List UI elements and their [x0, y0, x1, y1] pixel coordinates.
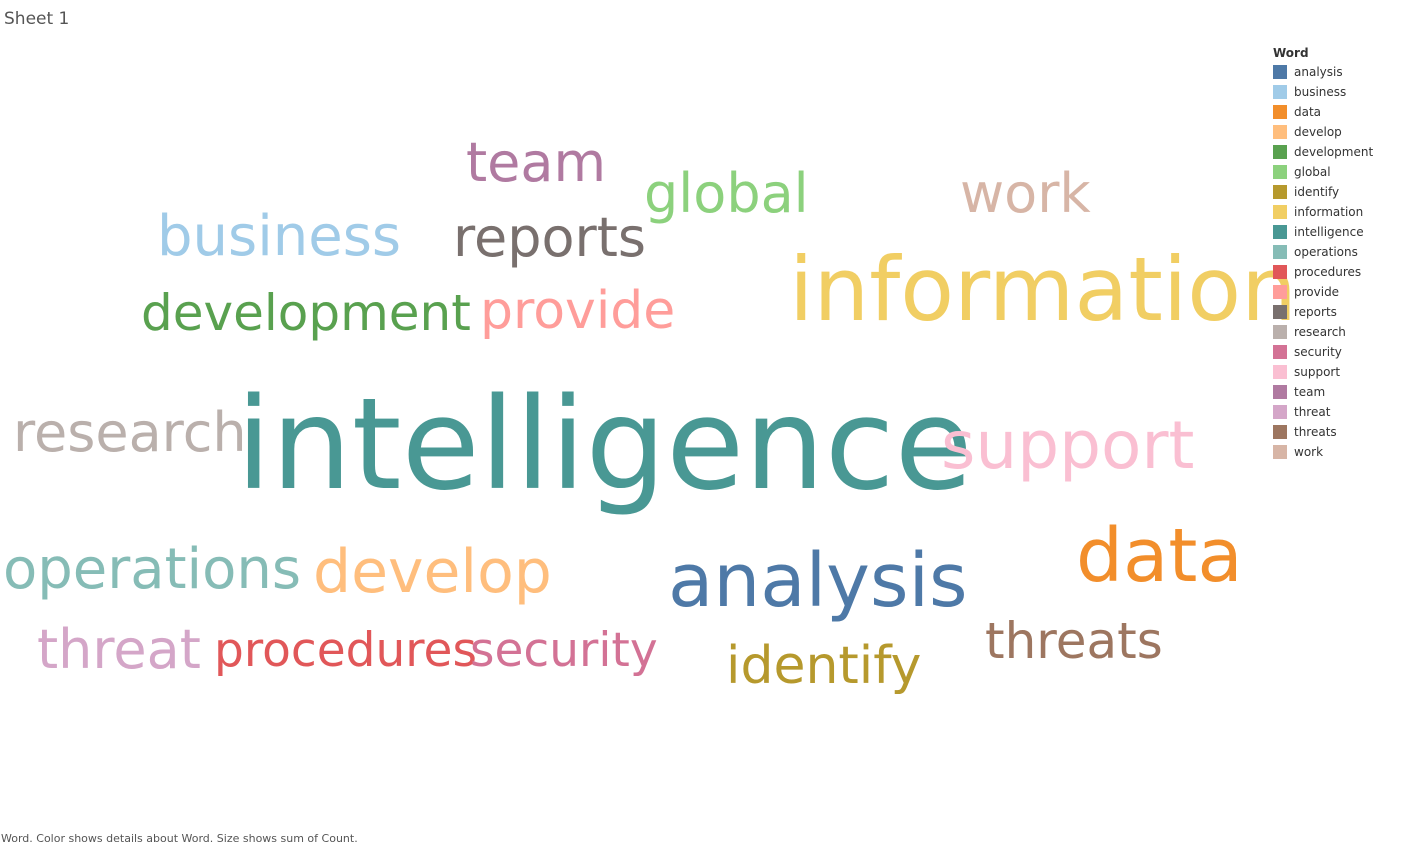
legend-item-team[interactable]: team — [1273, 382, 1408, 402]
legend-swatch — [1273, 425, 1287, 439]
legend-item-analysis[interactable]: analysis — [1273, 62, 1408, 82]
legend-item-security[interactable]: security — [1273, 342, 1408, 362]
word-team[interactable]: team — [466, 131, 606, 194]
legend-item-operations[interactable]: operations — [1273, 242, 1408, 262]
word-threat[interactable]: threat — [37, 618, 201, 681]
word-business[interactable]: business — [157, 204, 401, 269]
legend-label: operations — [1294, 245, 1358, 259]
legend-label: research — [1294, 325, 1346, 339]
legend-label: data — [1294, 105, 1322, 119]
legend-item-development[interactable]: development — [1273, 142, 1408, 162]
legend-item-reports[interactable]: reports — [1273, 302, 1408, 322]
legend-item-business[interactable]: business — [1273, 82, 1408, 102]
word-operations[interactable]: operations — [3, 537, 301, 602]
legend-label: global — [1294, 165, 1331, 179]
word-intelligence[interactable]: intelligence — [236, 370, 973, 518]
legend-label: procedures — [1294, 265, 1362, 279]
legend-swatch — [1273, 365, 1287, 379]
legend-label: work — [1294, 445, 1324, 459]
caption: Word. Color shows details about Word. Si… — [1, 832, 358, 845]
legend-swatch — [1273, 285, 1287, 299]
legend-item-develop[interactable]: develop — [1273, 122, 1408, 142]
legend-swatch — [1273, 305, 1287, 319]
word-develop[interactable]: develop — [313, 537, 552, 607]
legend-label: reports — [1294, 305, 1337, 319]
legend-label: identify — [1294, 185, 1340, 199]
legend-item-provide[interactable]: provide — [1273, 282, 1408, 302]
legend-label: threats — [1294, 425, 1337, 439]
word-information[interactable]: information — [789, 238, 1297, 341]
legend-swatch — [1273, 405, 1287, 419]
legend-swatch — [1273, 345, 1287, 359]
legend-swatch — [1273, 445, 1287, 459]
legend-item-support[interactable]: support — [1273, 362, 1408, 382]
legend-label: security — [1294, 345, 1342, 359]
legend-label: analysis — [1294, 65, 1343, 79]
word-data[interactable]: data — [1076, 513, 1243, 599]
legend-swatch — [1273, 185, 1287, 199]
word-global[interactable]: global — [644, 162, 809, 225]
legend-item-data[interactable]: data — [1273, 102, 1408, 122]
legend-title: Word — [1273, 46, 1309, 60]
legend-label: develop — [1294, 125, 1342, 139]
legend-label: development — [1294, 145, 1374, 159]
word-identify[interactable]: identify — [726, 636, 921, 696]
word-analysis[interactable]: analysis — [668, 538, 968, 624]
legend-item-research[interactable]: research — [1273, 322, 1408, 342]
legend-label: support — [1294, 365, 1341, 379]
legend-label: intelligence — [1294, 225, 1364, 239]
legend-item-information[interactable]: information — [1273, 202, 1408, 222]
legend-swatch — [1273, 225, 1287, 239]
legend-item-work[interactable]: work — [1273, 442, 1408, 462]
word-development[interactable]: development — [141, 284, 471, 342]
legend-label: business — [1294, 85, 1347, 99]
legend-swatch — [1273, 265, 1287, 279]
word-provide[interactable]: provide — [480, 281, 675, 341]
legend-swatch — [1273, 125, 1287, 139]
legend-item-intelligence[interactable]: intelligence — [1273, 222, 1408, 242]
word-research[interactable]: research — [13, 401, 247, 464]
word-security[interactable]: security — [470, 623, 658, 678]
legend-item-global[interactable]: global — [1273, 162, 1408, 182]
legend-item-threat[interactable]: threat — [1273, 402, 1408, 422]
legend-item-identify[interactable]: identify — [1273, 182, 1408, 202]
legend-label: information — [1294, 205, 1364, 219]
word-procedures[interactable]: procedures — [214, 623, 477, 678]
legend-swatch — [1273, 325, 1287, 339]
legend-swatch — [1273, 65, 1287, 79]
legend-swatch — [1273, 245, 1287, 259]
legend-label: threat — [1294, 405, 1331, 419]
legend-swatch — [1273, 85, 1287, 99]
color-legend: Word analysis business data develop developm… — [1273, 46, 1408, 462]
word-reports[interactable]: reports — [453, 206, 646, 269]
word-threats[interactable]: threats — [985, 612, 1163, 670]
legend-item-procedures[interactable]: procedures — [1273, 262, 1408, 282]
sheet-title: Sheet 1 — [4, 9, 70, 29]
legend-swatch — [1273, 385, 1287, 399]
legend-swatch — [1273, 105, 1287, 119]
legend-swatch — [1273, 145, 1287, 159]
legend-item-threats[interactable]: threats — [1273, 422, 1408, 442]
word-support[interactable]: support — [941, 407, 1194, 484]
legend-swatch — [1273, 165, 1287, 179]
legend-swatch — [1273, 205, 1287, 219]
legend-label: provide — [1294, 285, 1340, 299]
legend-items: analysis business data develop development gl… — [1273, 62, 1408, 462]
legend-label: team — [1294, 385, 1326, 399]
word-work[interactable]: work — [960, 162, 1091, 225]
